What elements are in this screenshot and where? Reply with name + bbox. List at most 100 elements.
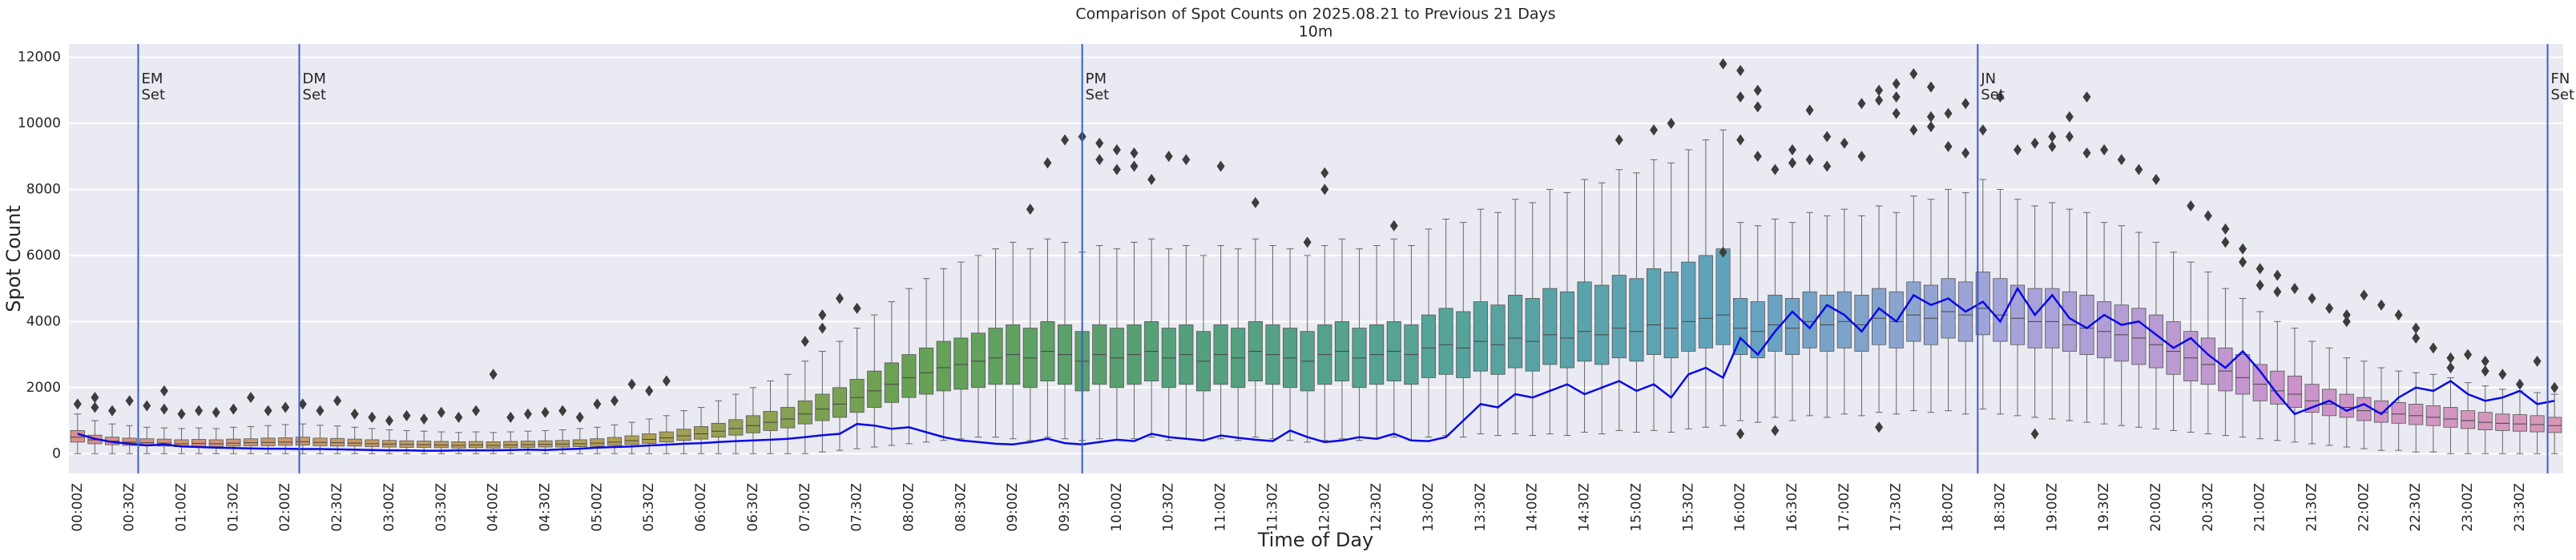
box-group xyxy=(330,395,345,454)
box xyxy=(1836,291,1852,348)
box xyxy=(901,354,917,398)
outlier xyxy=(2342,309,2351,321)
outlier xyxy=(91,401,99,413)
outlier xyxy=(1130,160,1139,172)
outlier xyxy=(523,408,532,420)
box xyxy=(676,429,691,441)
box xyxy=(2114,304,2129,362)
x-tick-label: 09:30Z xyxy=(1057,483,1073,532)
box-group xyxy=(832,292,848,451)
outlier xyxy=(2117,154,2126,166)
box-group xyxy=(1352,248,1367,441)
outlier xyxy=(1892,91,1901,103)
outlier xyxy=(125,395,134,407)
outlier xyxy=(2065,111,2074,123)
outlier xyxy=(1823,131,1832,143)
box-group xyxy=(2270,269,2285,441)
box-group xyxy=(1456,222,1471,438)
outlier xyxy=(1892,78,1901,90)
box xyxy=(815,393,830,421)
outlier xyxy=(506,411,515,423)
box xyxy=(2443,407,2458,428)
outlier xyxy=(1857,98,1866,110)
box xyxy=(607,437,623,446)
box-group xyxy=(122,395,137,454)
x-tick-label: 20:00Z xyxy=(2148,483,2164,532)
box-group xyxy=(1404,245,1419,441)
box-group xyxy=(607,395,623,454)
box xyxy=(433,441,449,449)
box-group xyxy=(867,314,882,448)
box-group xyxy=(624,378,639,454)
outlier xyxy=(558,405,567,417)
outlier xyxy=(1320,167,1329,179)
outlier xyxy=(316,405,325,417)
x-tick-label: 04:30Z xyxy=(537,483,553,532)
box-group xyxy=(1508,199,1523,435)
box xyxy=(417,441,432,448)
outlier xyxy=(818,309,827,321)
x-tick-label: 22:00Z xyxy=(2356,483,2372,532)
box-group xyxy=(780,373,796,454)
x-tick-label: 06:30Z xyxy=(745,483,761,532)
x-tick-label: 19:30Z xyxy=(2096,483,2112,532)
box-group xyxy=(1784,143,1800,421)
box xyxy=(1508,294,1523,369)
x-tick-label: 09:00Z xyxy=(1005,483,1021,532)
box-group xyxy=(2097,143,2112,425)
box xyxy=(1438,308,1453,375)
outlier xyxy=(2290,283,2299,295)
box xyxy=(2339,393,2354,418)
box xyxy=(538,440,553,448)
outlier xyxy=(2203,210,2212,222)
box-group xyxy=(1975,124,1990,410)
box-group xyxy=(433,406,449,454)
outlier xyxy=(281,401,290,413)
outlier xyxy=(1130,147,1139,159)
outlier xyxy=(489,369,498,381)
box xyxy=(260,437,276,446)
x-tick-label: 04:00Z xyxy=(486,483,502,532)
outlier xyxy=(800,336,809,348)
outlier xyxy=(1771,425,1780,437)
box xyxy=(2200,337,2215,385)
chart-title: Comparison of Spot Counts on 2025.08.21 … xyxy=(1075,6,1555,23)
box xyxy=(2287,375,2302,408)
box-group xyxy=(590,398,605,454)
outlier xyxy=(2446,362,2455,374)
outlier xyxy=(350,408,359,420)
box-group xyxy=(2045,131,2060,420)
box xyxy=(2097,301,2112,359)
box xyxy=(936,340,951,392)
box xyxy=(1629,278,1644,362)
box-group xyxy=(1213,160,1228,440)
plot-background xyxy=(69,44,2563,473)
annotation-label: Set xyxy=(1086,87,1110,103)
annotation-label: JN xyxy=(1980,71,1996,87)
outlier xyxy=(2412,322,2421,334)
box-group xyxy=(2114,154,2129,426)
x-tick-label: 08:00Z xyxy=(901,483,917,532)
outlier xyxy=(593,398,602,410)
box-group xyxy=(1715,58,1731,426)
box xyxy=(1993,278,2008,342)
x-tick-label: 07:00Z xyxy=(797,483,813,532)
outlier xyxy=(1736,64,1745,76)
x-tick-label: 23:30Z xyxy=(2512,483,2528,532)
x-tick-label: 20:30Z xyxy=(2200,483,2216,532)
box-group xyxy=(1369,245,1385,440)
box-group xyxy=(936,268,951,441)
outlier xyxy=(1303,236,1312,248)
box-group xyxy=(208,406,224,454)
box-group xyxy=(2477,355,2493,454)
box-group xyxy=(1490,212,1506,437)
box-group xyxy=(243,392,259,454)
x-tick-label: 16:30Z xyxy=(1784,483,1800,532)
box xyxy=(1802,291,1817,348)
x-tick-label: 10:00Z xyxy=(1109,483,1125,532)
annotation-label: Set xyxy=(2551,87,2575,103)
box-group xyxy=(226,403,241,454)
outlier xyxy=(1216,160,1225,172)
box xyxy=(728,419,744,436)
